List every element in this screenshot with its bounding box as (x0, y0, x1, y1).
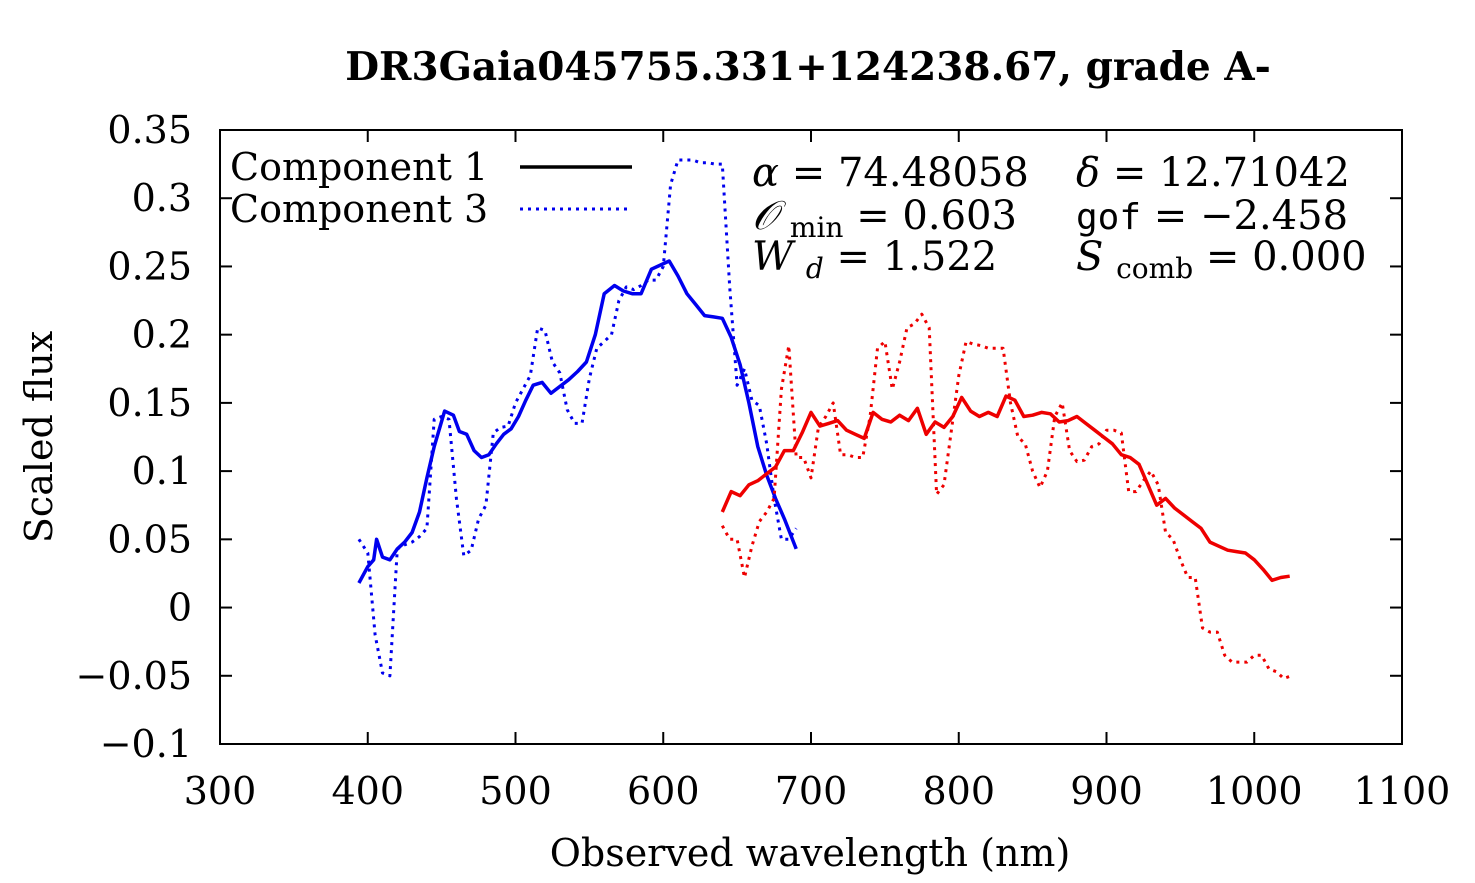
annotation-delta-equals: = (1113, 150, 1159, 196)
annotation-gof-label: gof (1076, 197, 1141, 238)
annotation-gof-value: −2.458 (1200, 193, 1348, 239)
y-tick-label: 0.15 (107, 381, 192, 425)
annotation-wd-symbol: W (752, 234, 796, 280)
annotation-delta-symbol: δ (1076, 150, 1100, 196)
annotation-omin-equals: = (856, 193, 902, 239)
y-tick-label: 0 (168, 586, 192, 630)
chart-title: DR3Gaia045755.331+124238.67, grade A- (345, 44, 1271, 90)
annotation-alpha-value: 74.48058 (838, 150, 1029, 196)
annotation-alpha: α = 74.48058 (752, 150, 1029, 196)
x-tick-label: 800 (922, 769, 995, 813)
legend-label-component-1: Component 1 (230, 145, 488, 189)
x-tick-label: 1000 (1206, 769, 1303, 813)
annotation-scomb-sub: comb (1116, 252, 1193, 285)
annotation-delta: δ = 12.71042 (1076, 150, 1350, 196)
y-axis-label: Scaled flux (17, 331, 61, 543)
y-tick-label: 0.2 (132, 313, 192, 357)
x-tick-label: 400 (331, 769, 404, 813)
y-tick-label: −0.05 (76, 654, 192, 698)
y-tick-label: 0.1 (132, 449, 192, 493)
annotation-scomb-value: 0.000 (1252, 234, 1367, 280)
annotation-alpha-equals: = (792, 150, 838, 196)
annotation-gof: gof = −2.458 (1076, 193, 1348, 239)
x-axis-label: Observed wavelength (nm) (550, 831, 1071, 875)
annotation-omin: 𝒪 min = 0.603 (752, 193, 1017, 247)
legend: Component 1 Component 3 (230, 145, 632, 231)
x-tick-label: 600 (627, 769, 700, 813)
annotation-alpha-symbol: α (752, 150, 779, 196)
y-tick-label: 0.35 (107, 108, 192, 152)
x-axis-ticks: 300 400 500 600 700 800 900 1000 1100 (184, 130, 1451, 813)
annotation-wd-value: 1.522 (883, 234, 998, 280)
annotation-omin-value: 0.603 (902, 193, 1017, 239)
series-line-1 (357, 158, 798, 678)
annotation-wd-sub: d (806, 252, 824, 285)
y-tick-label: 0.3 (132, 176, 192, 220)
annotation-omin-symbol: 𝒪 (752, 193, 787, 239)
annotation-scomb-symbol: S (1076, 234, 1103, 280)
y-tick-label: −0.1 (100, 722, 192, 766)
x-tick-label: 900 (1070, 769, 1143, 813)
series-line-2 (720, 394, 1290, 583)
x-tick-label: 500 (479, 769, 552, 813)
annotation-wd: W d = 1.522 (752, 234, 997, 288)
annotation-omin-sub: min (790, 211, 844, 244)
x-tick-label: 1100 (1354, 769, 1451, 813)
series-line-3 (720, 312, 1292, 680)
y-tick-label: 0.05 (107, 517, 192, 561)
y-axis-ticks: −0.1 −0.05 0 0.05 0.1 0.15 0.2 0.25 0.3 0.35 (76, 108, 1402, 766)
annotation-delta-value: 12.71042 (1159, 150, 1350, 196)
legend-label-component-3: Component 3 (230, 187, 488, 231)
series-layer (357, 158, 1292, 680)
y-tick-label: 0.25 (107, 244, 192, 288)
annotation-scomb: S comb = 0.000 (1076, 234, 1367, 288)
x-tick-label: 300 (184, 769, 257, 813)
annotation-block: α = 74.48058 δ = 12.71042 𝒪 min = 0.603 … (752, 150, 1367, 288)
x-tick-label: 700 (775, 769, 848, 813)
annotation-gof-equals: = (1154, 193, 1200, 239)
annotation-scomb-equals: = (1206, 234, 1252, 280)
series-line-0 (357, 259, 798, 584)
annotation-wd-equals: = (837, 234, 883, 280)
